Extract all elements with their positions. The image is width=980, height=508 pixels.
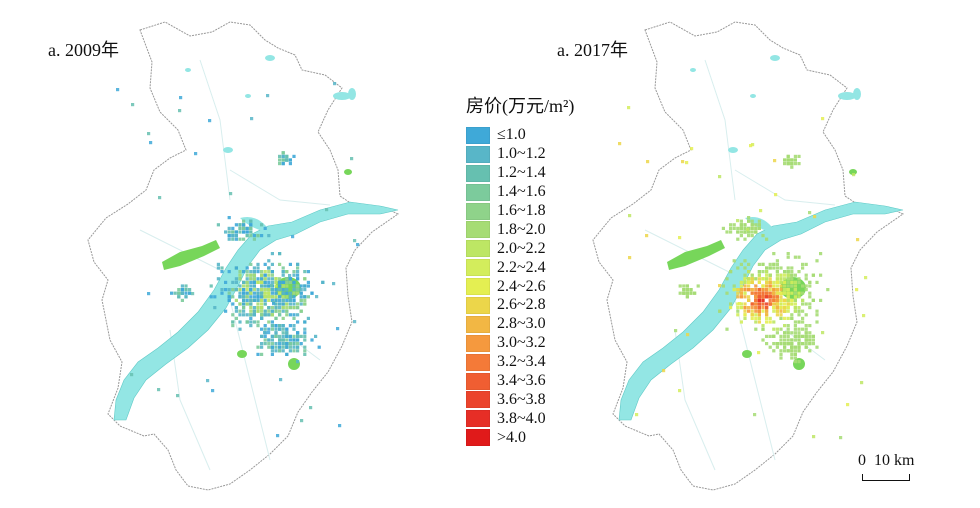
legend-item: ≤1.0 — [466, 126, 574, 145]
legend-label: 3.8~4.0 — [497, 409, 546, 427]
price-cells — [116, 82, 360, 438]
scale-zero-label: 0 — [858, 452, 866, 469]
legend-swatch — [466, 296, 490, 314]
legend-item: 2.8~3.0 — [466, 315, 574, 334]
legend-swatch — [466, 240, 490, 258]
legend-item: 1.6~1.8 — [466, 202, 574, 221]
legend-swatch — [466, 278, 490, 296]
legend-label: 3.0~3.2 — [497, 334, 546, 352]
legend-swatch — [466, 353, 490, 371]
legend-rows: ≤1.0 1.0~1.2 1.2~1.4 1.4~1.6 1.6~1.8 1.8~2.0 2… — [466, 126, 574, 447]
legend-item: 3.8~4.0 — [466, 409, 574, 428]
price-cells — [618, 106, 868, 440]
legend-item: 1.4~1.6 — [466, 183, 574, 202]
legend-label: 2.0~2.2 — [497, 239, 546, 257]
legend-label: 1.8~2.0 — [497, 220, 546, 238]
legend-label: 3.2~3.4 — [497, 353, 546, 371]
legend-label: >4.0 — [497, 428, 527, 446]
legend-label: 1.4~1.6 — [497, 183, 546, 201]
legend-item: 1.8~2.0 — [466, 220, 574, 239]
map-2009 — [87, 21, 400, 491]
legend-label: 2.4~2.6 — [497, 277, 546, 295]
legend-swatch — [466, 429, 490, 447]
legend-item: >4.0 — [466, 428, 574, 447]
legend-swatch — [466, 126, 490, 144]
legend-title: 房价(万元/m²) — [466, 96, 575, 116]
legend-swatch — [466, 145, 490, 163]
legend-item: 3.2~3.4 — [466, 353, 574, 372]
legend-item: 2.6~2.8 — [466, 296, 574, 315]
legend-swatch — [466, 259, 490, 277]
legend-label: 1.6~1.8 — [497, 202, 546, 219]
scale-distance-label: 10 km — [874, 452, 915, 469]
legend-item: 1.2~1.4 — [466, 164, 574, 183]
legend-swatch — [466, 164, 490, 182]
legend-label: 3.4~3.6 — [497, 372, 546, 390]
legend-swatch — [466, 315, 490, 333]
legend-label: ≤1.0 — [497, 126, 526, 144]
scale-bar: 0 10 km — [858, 452, 914, 481]
legend-swatch — [466, 202, 490, 220]
legend-item: 1.0~1.2 — [466, 145, 574, 164]
panel-title-2017: a. 2017年 — [557, 40, 628, 60]
legend-item: 3.0~3.2 — [466, 334, 574, 353]
legend-label: 1.0~1.2 — [497, 145, 546, 163]
legend-item: 2.2~2.4 — [466, 258, 574, 277]
legend-swatch — [466, 334, 490, 352]
legend-label: 1.2~1.4 — [497, 164, 546, 182]
legend-swatch — [466, 372, 490, 390]
legend-label: 2.8~3.0 — [497, 315, 546, 333]
legend-swatch — [466, 391, 490, 409]
scale-line — [862, 474, 910, 481]
map-2017 — [592, 21, 905, 491]
legend-label: 2.6~2.8 — [497, 296, 546, 314]
legend-item: 2.0~2.2 — [466, 239, 574, 258]
legend-swatch — [466, 410, 490, 428]
legend-item: 3.4~3.6 — [466, 372, 574, 391]
legend-item: 3.6~3.8 — [466, 390, 574, 409]
legend-label: 2.2~2.4 — [497, 258, 546, 276]
legend-swatch — [466, 221, 490, 239]
panel-title-2009: a. 2009年 — [48, 40, 119, 60]
legend-swatch — [466, 183, 490, 201]
legend-item: 2.4~2.6 — [466, 277, 574, 296]
legend-label: 3.6~3.8 — [497, 390, 546, 408]
legend: 房价(万元/m²) ≤1.0 1.0~1.2 1.2~1.4 1.4~1.6 1.6~1… — [466, 92, 574, 447]
